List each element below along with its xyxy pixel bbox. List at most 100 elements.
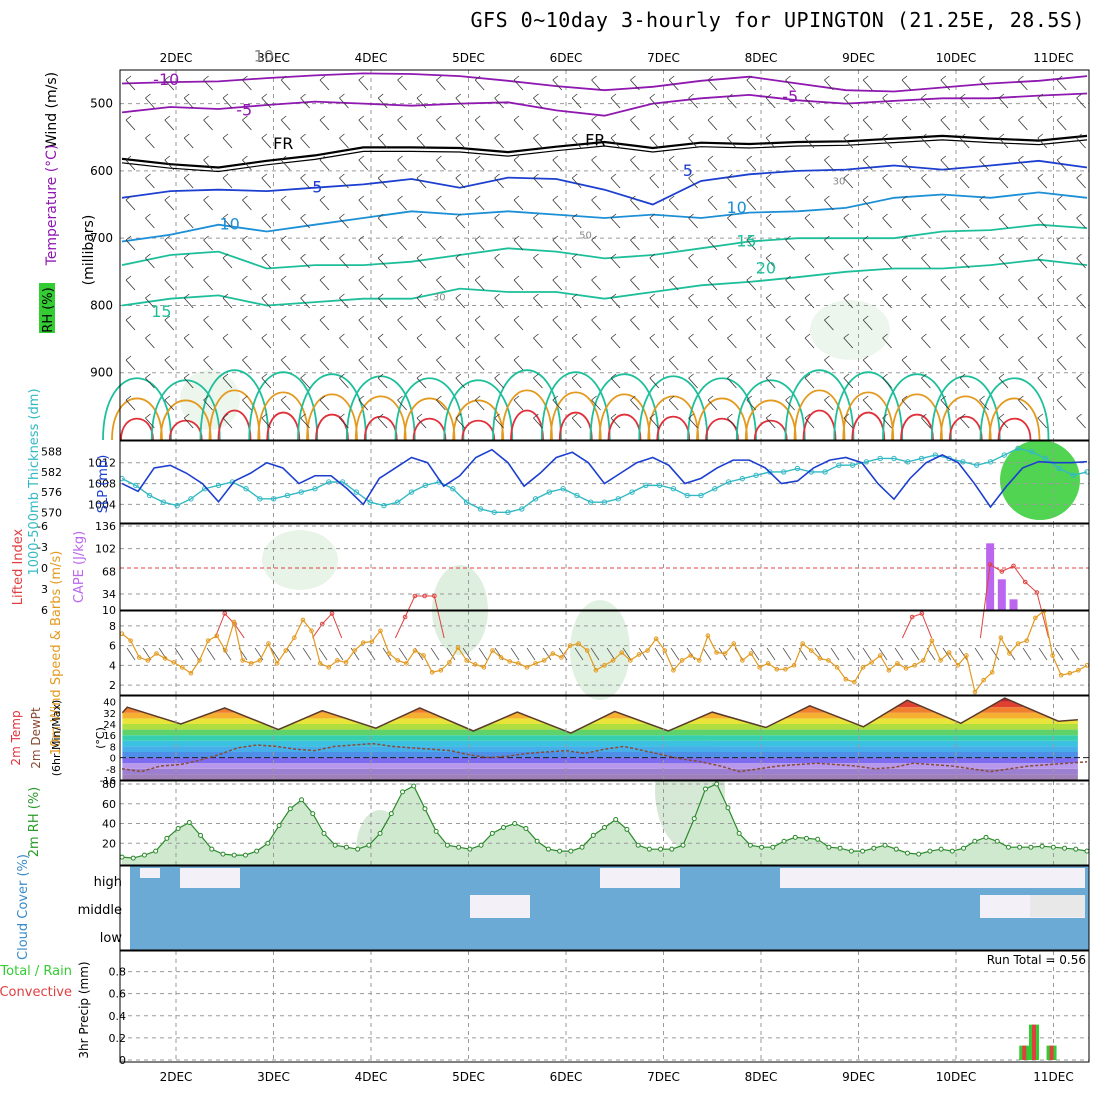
- wind-barb: [804, 177, 815, 189]
- wind-speed-point: [602, 663, 607, 668]
- wind-barb: [707, 115, 714, 121]
- wind-barb: [707, 315, 714, 321]
- wind-barb: [765, 217, 776, 229]
- wind-barb: [610, 333, 617, 339]
- wind-barb: [339, 93, 345, 99]
- thickness-point: [1001, 452, 1007, 458]
- wind-barb: [513, 239, 524, 251]
- wind-speed-point: [214, 633, 220, 639]
- wind-barb: [1037, 413, 1044, 419]
- rh-point: [276, 822, 282, 828]
- contour-label: 30: [833, 177, 846, 188]
- wind-barb: [455, 93, 462, 99]
- wind-barb: [222, 373, 229, 379]
- wind-barb: [804, 297, 815, 309]
- wind-speed-point: [903, 666, 909, 671]
- wind-barb: [416, 217, 427, 229]
- wind-barb: [242, 279, 252, 291]
- wind-barb: [552, 195, 559, 201]
- wind-barb: [746, 199, 757, 211]
- wind-barb: [436, 359, 446, 371]
- wind-barb: [377, 93, 384, 99]
- rh-tick-label: 60: [102, 798, 116, 811]
- isotherm-loop: [647, 395, 700, 441]
- wind-barb: [222, 217, 233, 229]
- wind-barb: [1037, 213, 1044, 219]
- wind-barb: [707, 235, 714, 241]
- isotherm-loop: [656, 415, 691, 441]
- wind-barb: [727, 293, 733, 299]
- wind-speed-point: [154, 651, 159, 656]
- isotherm-loop: [988, 397, 1041, 441]
- wind-barb: [921, 337, 931, 349]
- wind-barb: [455, 413, 462, 419]
- wind-barb: [1018, 159, 1028, 171]
- wind-barb: [552, 355, 559, 361]
- wind-barb: [591, 275, 597, 281]
- wind-barb: [843, 337, 854, 349]
- wind-barb-10m: [638, 647, 648, 661]
- li-point: [432, 593, 437, 599]
- wind-barb: [455, 417, 466, 429]
- rh-point: [456, 844, 462, 850]
- wind-barb: [358, 115, 365, 121]
- wind-barb: [707, 239, 718, 251]
- wind-barb: [319, 155, 326, 161]
- isotherm-loop: [744, 399, 797, 441]
- wind-barb: [785, 119, 795, 131]
- thickness-point: [918, 455, 925, 462]
- thickness-point: [519, 506, 525, 512]
- wind-barb: [1056, 395, 1063, 401]
- wind-barb: [474, 119, 485, 131]
- li-point: [222, 611, 228, 616]
- wind-barb: [125, 239, 136, 251]
- wind-barb: [1056, 239, 1067, 251]
- wind-barb: [668, 199, 679, 211]
- thickness-point: [532, 496, 539, 502]
- wind-barb: [552, 319, 563, 331]
- wind-barb: [688, 217, 698, 229]
- wind-barb: [455, 217, 466, 229]
- temp-band: [122, 774, 1078, 780]
- wind-barb: [533, 213, 539, 219]
- rh-point: [938, 846, 944, 852]
- isotherm-loop: [687, 377, 757, 441]
- rh-point: [377, 830, 383, 836]
- wind-barb: [222, 297, 233, 309]
- isotherm-loop: [102, 377, 172, 441]
- wind-speed-point: [180, 665, 185, 670]
- wind-barb: [377, 297, 388, 309]
- wind-speed-point: [128, 638, 133, 643]
- wind-barb: [474, 235, 481, 241]
- wind-barb: [203, 75, 209, 81]
- li-tick-label: 3: [41, 583, 48, 596]
- rh-point: [904, 850, 910, 856]
- wind-barb: [882, 333, 888, 339]
- wind-barb: [455, 137, 466, 149]
- wind-barb: [397, 319, 407, 331]
- isotherm-loop: [696, 397, 748, 441]
- wind-barb: [668, 315, 675, 321]
- wind-barb: [339, 337, 349, 349]
- rh-point: [444, 842, 450, 848]
- wind-barb: [474, 239, 485, 251]
- wind-barb: [377, 137, 388, 149]
- wind-barb: [552, 79, 563, 91]
- wind-barb: [998, 213, 1005, 219]
- wind-barb-10m: [670, 647, 680, 661]
- wind-barb: [921, 93, 927, 99]
- wind-speed-point: [481, 665, 487, 670]
- wind-barb: [145, 417, 155, 429]
- wind-barb: [164, 399, 175, 411]
- rh-point: [994, 838, 1000, 844]
- wind-barb: [843, 293, 850, 299]
- wind-barb: [455, 333, 462, 339]
- rh-point: [1062, 845, 1068, 851]
- wind-barb-10m: [334, 647, 344, 661]
- wind-barb: [998, 337, 1009, 349]
- rh-point: [478, 842, 484, 848]
- wind-barb: [610, 297, 621, 309]
- wind-barb: [377, 333, 384, 339]
- wind-barb: [649, 297, 660, 309]
- wind-barb: [765, 293, 772, 299]
